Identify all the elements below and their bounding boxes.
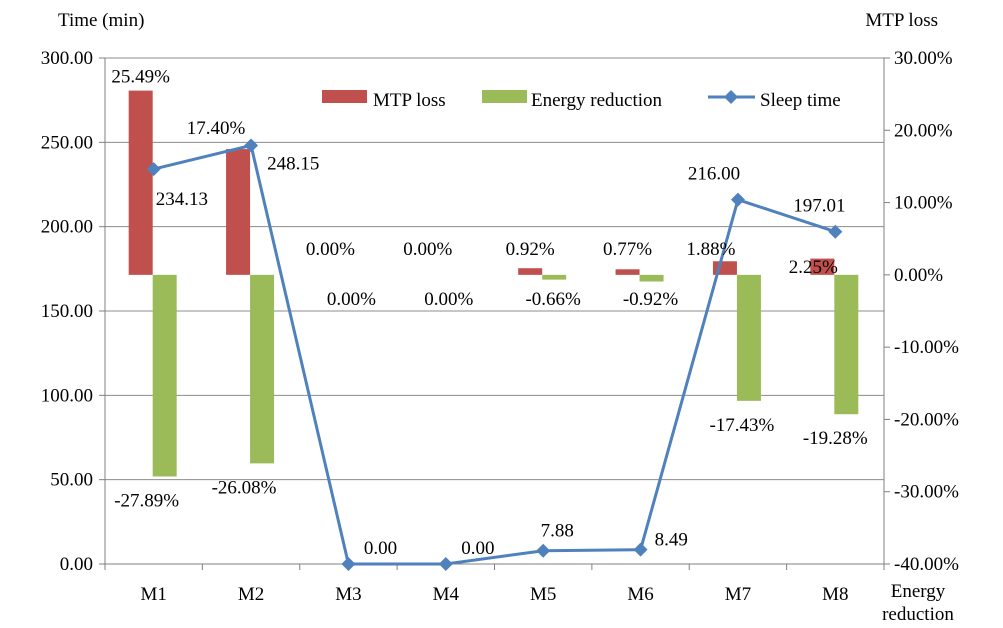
left-tick-label: 50.00 (50, 470, 93, 491)
left-axis-title: Time (min) (58, 10, 144, 31)
energy-reduction-label: 0.00% (327, 289, 376, 310)
energy-reduction-bar (152, 274, 177, 477)
sleep-time-point (438, 557, 453, 571)
energy-reduction-label: 0.00% (424, 289, 473, 310)
legend: MTP loss Energy reduction Sleep time (322, 90, 841, 111)
sleep-time-line (146, 138, 843, 571)
sleep-time-label: 7.88 (541, 521, 574, 542)
left-tick-label: 100.00 (41, 385, 93, 406)
left-tick-label: 150.00 (41, 301, 93, 322)
x-tick-label: M2 (238, 584, 264, 605)
energy-reduction-bar (250, 274, 275, 464)
legend-swatch-mtp-loss (322, 90, 367, 103)
x-tick-label: M3 (335, 584, 361, 605)
left-tick-label: 250.00 (41, 132, 93, 153)
mtp-loss-label: 25.49% (111, 67, 170, 88)
energy-reduction-bar (542, 274, 567, 280)
left-tick-label: 300.00 (41, 48, 93, 69)
right-tick-label: 20.00% (894, 120, 953, 141)
sleep-time-point (341, 557, 356, 571)
x-tick-label: M7 (725, 584, 751, 605)
sleep-time-point (146, 162, 161, 177)
x-tick-label: M5 (530, 584, 556, 605)
sleep-time-point (730, 192, 745, 207)
sleep-time-point (536, 543, 551, 558)
sleep-time-polyline (153, 143, 836, 566)
mtp-loss-label: 0.00% (403, 239, 452, 260)
x-tick-label: M1 (140, 584, 166, 605)
mtp-loss-bar (810, 258, 835, 275)
sleep-time-label: 0.00 (461, 538, 494, 559)
right-axis-title-top: MTP loss (865, 10, 938, 31)
legend-marker-sleep-time (724, 90, 738, 104)
mtp-loss-label: 1.88% (686, 239, 735, 260)
right-tick-label: -30.00% (894, 482, 959, 503)
energy-reduction-label: -0.66% (525, 289, 581, 310)
mtp-loss-label: 0.92% (506, 239, 555, 260)
sleep-time-point (828, 224, 843, 239)
energy-reduction-label: -26.08% (212, 477, 277, 498)
mtp-loss-bar (226, 149, 251, 275)
left-tick-label: 200.00 (41, 217, 93, 238)
energy-reduction-label: -27.89% (114, 490, 179, 511)
mtp-loss-label: 17.40% (187, 118, 246, 139)
mtp-loss-bar (128, 90, 153, 275)
mtp-loss-bar (615, 269, 640, 275)
legend-label-mtp-loss: MTP loss (373, 90, 446, 111)
right-tick-label: -40.00% (894, 554, 959, 575)
energy-reduction-bar (736, 274, 761, 401)
axes: 0.00 50.00 100.00 150.00 200.00 250.00 300.00 -… (41, 48, 959, 625)
left-tick-label: 0.00 (60, 554, 93, 575)
legend-swatch-energy-reduction (482, 90, 527, 103)
sleep-time-label: 8.49 (655, 530, 688, 551)
x-tick-label: M8 (822, 584, 848, 605)
data-labels: 25.49% -27.89% 234.13 17.40% -26.08% 248.15 0.… (111, 67, 868, 559)
energy-reduction-label: -19.28% (803, 428, 868, 449)
energy-reduction-bar (639, 274, 664, 282)
mtp-loss-bar (518, 268, 543, 275)
legend-label-sleep-time: Sleep time (760, 90, 841, 111)
mtp-loss-label: 2.25% (789, 257, 838, 278)
right-tick-label: 30.00% (894, 48, 953, 69)
sleep-time-point (633, 542, 648, 557)
right-tick-label: -20.00% (894, 409, 959, 430)
energy-reduction-bar (834, 274, 859, 415)
energy-reduction-label: -17.43% (709, 415, 774, 436)
energy-reduction-label: -0.92% (623, 289, 679, 310)
mtp-loss-label: 0.77% (603, 239, 652, 260)
sleep-time-label: 0.00 (364, 538, 397, 559)
mtp-loss-label: 0.00% (306, 239, 355, 260)
sleep-time-label: 197.01 (793, 196, 845, 217)
legend-label-energy-reduction: Energy reduction (531, 90, 663, 111)
sleep-time-point (244, 138, 259, 153)
right-tick-label: 0.00% (894, 265, 943, 286)
right-axis-title-bottom: Energy reduction (882, 581, 954, 625)
sleep-time-label: 248.15 (267, 153, 319, 174)
right-tick-label: 10.00% (894, 193, 953, 214)
x-tick-label: M6 (627, 584, 653, 605)
sleep-time-label: 216.00 (688, 164, 740, 185)
sleep-time-label: 234.13 (156, 189, 208, 210)
x-tick-label: M4 (433, 584, 460, 605)
right-tick-label: -10.00% (894, 337, 959, 358)
